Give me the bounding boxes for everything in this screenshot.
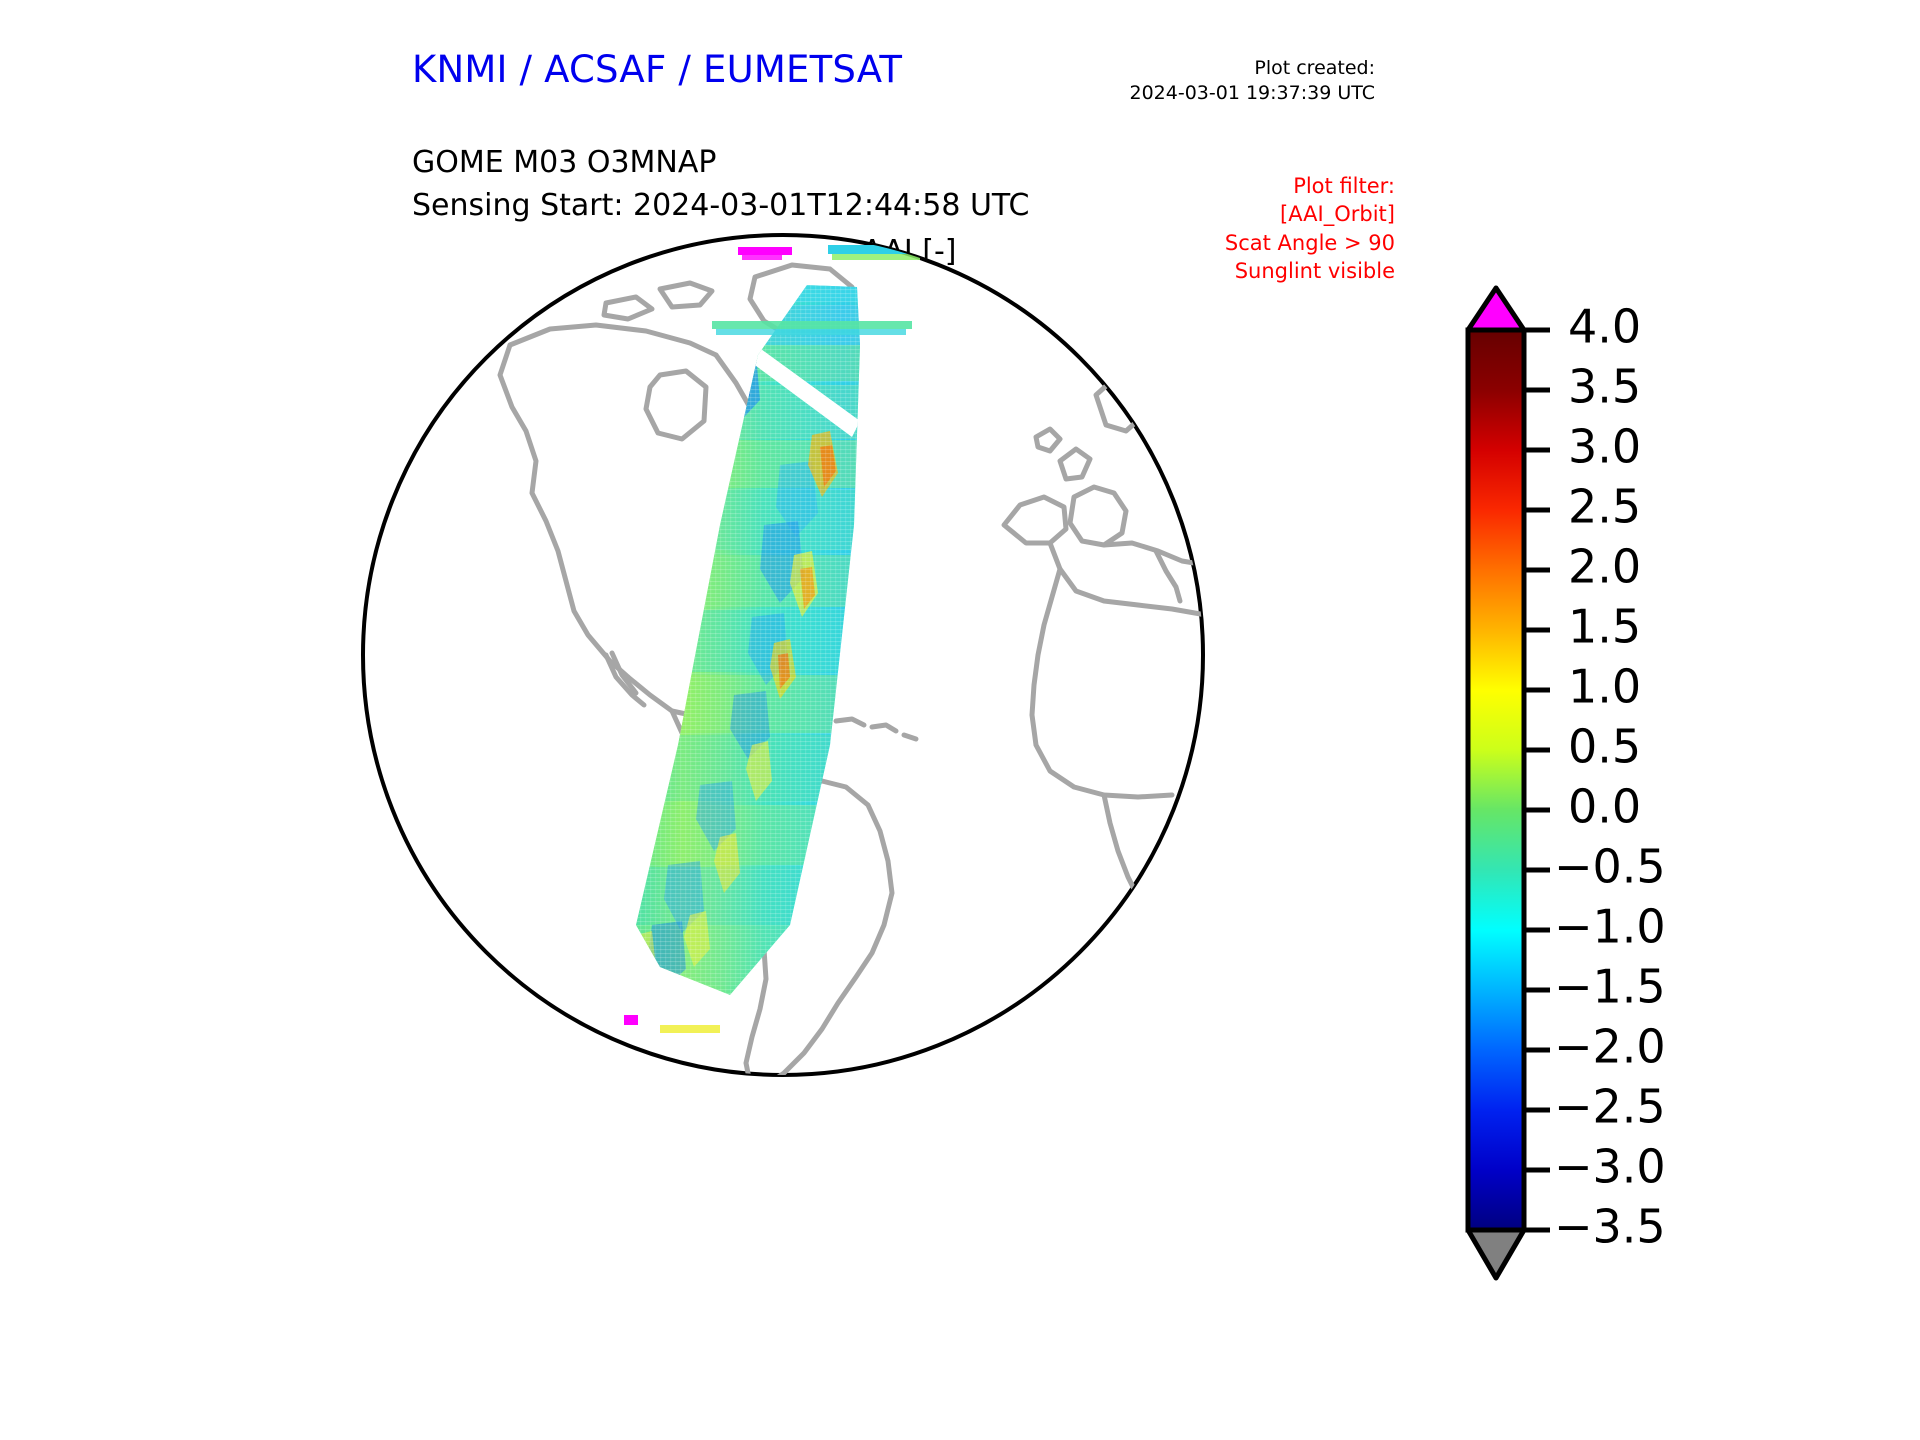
swath-detached-rows (624, 245, 924, 1033)
colorbar-panel: 4.0 3.5 3.0 2.5 2.0 1.5 1.0 0.5 0.0 −0.5… (1432, 282, 1762, 1352)
colorbar-tick-label: −0.5 (1554, 840, 1666, 894)
colorbar-tick-label: −1.0 (1554, 900, 1666, 954)
plot-created-timestamp: 2024-03-01 19:37:39 UTC (1129, 82, 1376, 105)
plot-filter-condition: Scat Angle > 90 (1224, 230, 1395, 255)
colorbar-over-arrow (1465, 285, 1527, 333)
plot-created-block: Plot created: 2024-03-01 19:37:39 UTC (1130, 56, 1376, 106)
instrument-product-line: GOME M03 O3MNAP (412, 145, 717, 180)
plot-filter-name: [AAI_Orbit] (1280, 202, 1395, 227)
plot-created-label: Plot created: (1254, 57, 1375, 79)
colorbar-tick-label: 4.0 (1568, 300, 1641, 354)
colorbar-tick-label: 3.5 (1568, 360, 1641, 414)
colorbar-under-arrow (1465, 1227, 1527, 1281)
plot-filter-label: Plot filter: (1293, 174, 1395, 198)
colorbar-gradient (1465, 327, 1527, 1233)
plot-filter-note: Sunglint visible (1234, 259, 1395, 284)
colorbar-tick-label: 3.0 (1568, 420, 1641, 474)
colorbar-tick-label: 0.0 (1568, 780, 1641, 834)
colorbar-ticks (1526, 327, 1550, 1233)
colorbar-tick-label: −1.5 (1554, 960, 1666, 1014)
orthographic-globe (361, 233, 1205, 1077)
colorbar-tick-label: 2.0 (1568, 540, 1641, 594)
sensing-start-line: Sensing Start: 2024-03-01T12:44:58 UTC (412, 187, 1030, 223)
organisation-header: KNMI / ACSAF / EUMETSAT (412, 48, 903, 91)
colorbar-tick-labels: 4.0 3.5 3.0 2.5 2.0 1.5 1.0 0.5 0.0 −0.5… (1554, 300, 1666, 1254)
aai-colorbar: 4.0 3.5 3.0 2.5 2.0 1.5 1.0 0.5 0.0 −0.5… (1465, 285, 1666, 1281)
plot-filter-block: Plot filter: [AAI_Orbit] Scat Angle > 90… (1225, 172, 1395, 285)
colorbar-tick-label: −3.5 (1554, 1200, 1666, 1254)
colorbar-tick-label: 0.5 (1568, 720, 1641, 774)
colorbar-tick-label: 1.0 (1568, 660, 1641, 714)
colorbar-tick-label: 1.5 (1568, 600, 1641, 654)
page-title: GOME M03 O3MNAP Sensing Start: 2024-03-0… (412, 142, 1029, 227)
colorbar-tick-label: 2.5 (1568, 480, 1641, 534)
map-panel (360, 225, 1220, 1095)
colorbar-tick-label: −3.0 (1554, 1140, 1666, 1194)
colorbar-tick-label: −2.5 (1554, 1080, 1666, 1134)
colorbar-tick-label: −2.0 (1554, 1020, 1666, 1074)
